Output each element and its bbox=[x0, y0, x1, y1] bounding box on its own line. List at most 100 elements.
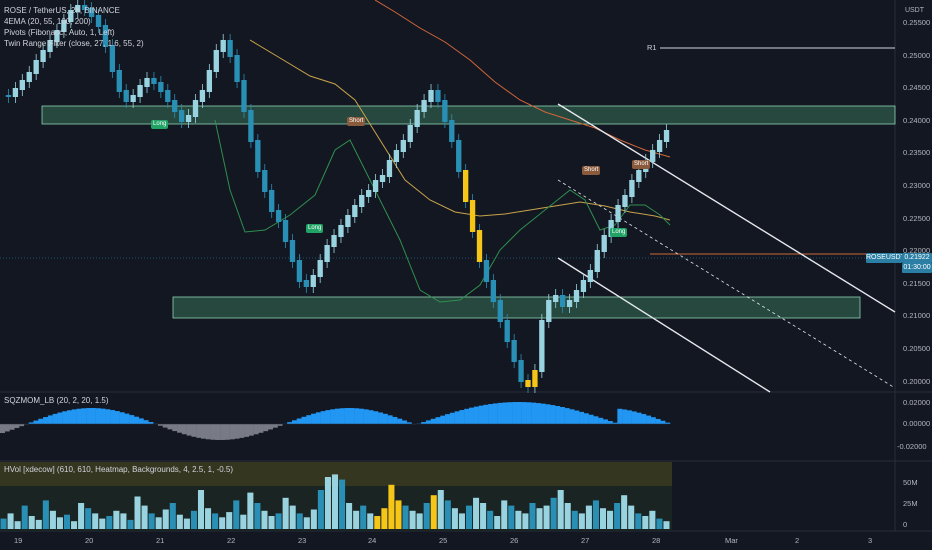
time-axis-tick: 26 bbox=[510, 536, 519, 545]
momentum-bar bbox=[531, 402, 537, 424]
momentum-bar bbox=[335, 408, 340, 424]
long-signal-badge: Long bbox=[306, 224, 324, 233]
price-axis-tick: 0.21000 bbox=[903, 311, 931, 321]
candle-body bbox=[580, 280, 587, 292]
momentum-bar bbox=[76, 408, 82, 424]
volume-bar bbox=[374, 516, 381, 529]
momentum-axis-tick: 0.02000 bbox=[903, 398, 931, 407]
time-axis-tick: 19 bbox=[14, 536, 23, 545]
price-axis-tick: 0.25500 bbox=[903, 18, 931, 27]
volume-bar bbox=[7, 513, 14, 529]
volume-bar bbox=[85, 508, 92, 529]
volume-bar bbox=[28, 516, 35, 529]
ema-indicator-legend[interactable]: 4EMA (20, 55, 100, 200) bbox=[4, 17, 91, 26]
momentum-bar bbox=[172, 424, 178, 432]
momentum-bar bbox=[435, 417, 441, 424]
candle-body bbox=[407, 125, 413, 142]
candle-body bbox=[241, 80, 247, 112]
candle-body bbox=[462, 170, 469, 202]
time-axis-tick: 20 bbox=[85, 536, 94, 545]
momentum-bar bbox=[593, 416, 599, 424]
candle-body bbox=[310, 275, 316, 287]
momentum-bar bbox=[315, 412, 321, 424]
momentum-bar bbox=[301, 416, 307, 424]
candle-body bbox=[518, 360, 524, 382]
momentum-bar bbox=[67, 410, 72, 424]
time-axis-tick: 27 bbox=[581, 536, 590, 545]
candle-body bbox=[47, 40, 53, 52]
volume-bar bbox=[536, 508, 543, 529]
momentum-bar bbox=[646, 415, 652, 424]
momentum-bar bbox=[86, 408, 92, 424]
candle-body bbox=[428, 90, 434, 102]
volume-bar bbox=[621, 495, 628, 529]
candle-body bbox=[379, 175, 386, 182]
candle-body bbox=[269, 190, 275, 212]
twin-range-legend[interactable]: Twin Range Filter (close, 27, 1.6, 55, 2… bbox=[4, 39, 144, 48]
candle-body bbox=[88, 8, 95, 17]
momentum-bar bbox=[344, 408, 350, 424]
short-signal-badge: Short bbox=[347, 117, 366, 126]
volume-bar bbox=[92, 513, 99, 529]
time-axis-tick: 25 bbox=[439, 536, 448, 545]
momentum-bar bbox=[507, 402, 513, 424]
momentum-bar bbox=[440, 415, 446, 424]
volume-bar bbox=[331, 474, 339, 529]
volume-bar bbox=[113, 510, 120, 529]
pivots-indicator-legend[interactable]: Pivots (Fibonacci, Auto, 1, Left) bbox=[4, 28, 115, 37]
momentum-bar bbox=[186, 424, 192, 436]
candle-body bbox=[386, 160, 393, 177]
momentum-bar bbox=[378, 412, 384, 424]
candle-body bbox=[587, 270, 594, 282]
volume-bar bbox=[628, 505, 635, 529]
momentum-bar bbox=[559, 407, 565, 424]
momentum-bar bbox=[655, 418, 661, 424]
volume-bar bbox=[388, 484, 395, 529]
candle-body bbox=[282, 220, 289, 242]
sqzmom-legend[interactable]: SQZMOM_LB (20, 2, 20, 1.5) bbox=[4, 396, 109, 405]
momentum-bar bbox=[9, 424, 15, 430]
short-signal-badge: Short bbox=[632, 160, 651, 169]
volume-bar bbox=[395, 500, 402, 529]
momentum-bar bbox=[14, 424, 20, 428]
momentum-bar bbox=[71, 409, 77, 424]
momentum-bar bbox=[100, 408, 106, 424]
candle-body bbox=[449, 120, 455, 142]
volume-axis-tick: 0 bbox=[903, 520, 908, 529]
momentum-axis-tick: 0.00000 bbox=[903, 419, 931, 428]
candle-body bbox=[636, 170, 642, 182]
momentum-bar bbox=[306, 415, 312, 424]
hvol-legend[interactable]: HVol [xdecow] (610, 610, Heatmap, Backgr… bbox=[4, 465, 234, 474]
main-symbol-legend[interactable]: ROSE / TetherUS, 2h, BINANCE bbox=[4, 6, 120, 15]
momentum-bar bbox=[650, 417, 656, 424]
price-axis-tick: 0.24500 bbox=[903, 83, 931, 93]
volume-bar bbox=[367, 513, 374, 529]
volume-bar bbox=[494, 516, 501, 529]
candle-body bbox=[421, 100, 427, 112]
volume-bar bbox=[635, 513, 642, 529]
momentum-bar bbox=[512, 402, 518, 424]
candle-body bbox=[442, 100, 448, 122]
momentum-bar bbox=[311, 413, 317, 424]
candle-body bbox=[317, 260, 323, 277]
candle-body bbox=[5, 95, 12, 97]
ema-55-line bbox=[249, 39, 671, 221]
volume-bar bbox=[176, 514, 183, 529]
candle-body bbox=[338, 225, 344, 237]
momentum-bar bbox=[90, 408, 96, 424]
volume-bar bbox=[233, 500, 240, 529]
time-axis-tick: Mar bbox=[725, 536, 738, 545]
volume-bar bbox=[155, 517, 162, 529]
volume-bar bbox=[254, 503, 261, 529]
momentum-bar bbox=[258, 424, 264, 433]
volume-axis-tick: 50M bbox=[903, 478, 918, 487]
momentum-bar bbox=[205, 424, 211, 440]
momentum-bar bbox=[564, 408, 570, 424]
momentum-bar bbox=[196, 424, 202, 438]
momentum-bar bbox=[536, 403, 541, 424]
momentum-bar bbox=[569, 409, 575, 424]
candle-body bbox=[615, 205, 621, 222]
price-axis-tick: 0.23000 bbox=[903, 181, 931, 190]
momentum-bar bbox=[105, 409, 111, 424]
